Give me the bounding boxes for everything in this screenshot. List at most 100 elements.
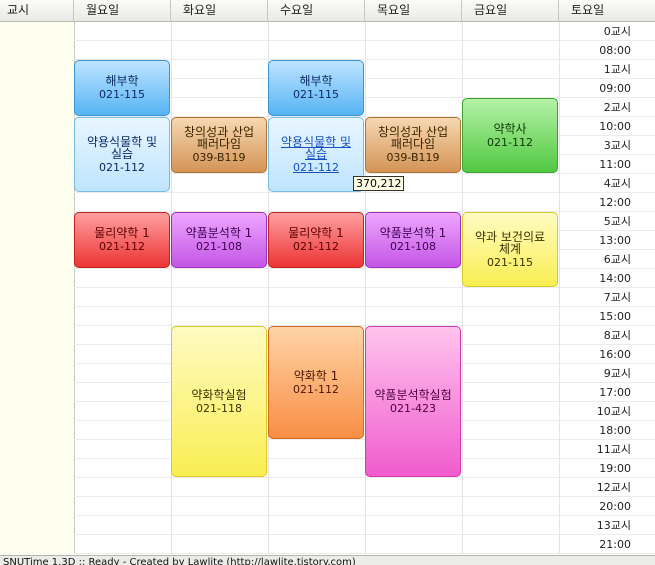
row-divider (74, 249, 655, 250)
course-block[interactable]: 약용식물학 및 실습 021-112 (74, 117, 170, 192)
course-title: 약학사 (493, 121, 527, 136)
day-header-monday[interactable]: 월요일 (74, 0, 171, 21)
period-row-label: 4교시 (603, 177, 631, 190)
row-divider (74, 420, 655, 421)
coordinate-tooltip: 370,212 (353, 176, 404, 191)
course-block[interactable]: 약품분석학 1 021-108 (365, 212, 461, 268)
day-header-thursday[interactable]: 목요일 (365, 0, 462, 21)
course-block[interactable]: 약화학 1 021-112 (268, 326, 364, 439)
row-divider (74, 325, 655, 326)
row-divider (74, 553, 655, 554)
course-title: 물리약학 1 (288, 226, 344, 240)
period-row-label: 6교시 (603, 253, 631, 266)
course-title: 약품분석학 1 (379, 226, 447, 240)
course-block[interactable]: 약과 보건의료 체계 021-115 (462, 212, 558, 287)
period-row-label: 15:00 (599, 310, 631, 323)
course-title: 창의성과 산업 패러다임 (183, 125, 255, 151)
course-title: 약화학 1 (293, 368, 339, 383)
period-row-label: 0교시 (603, 25, 631, 38)
course-room[interactable]: 021-112 (293, 160, 339, 174)
course-block[interactable]: 약품분석학 1 021-108 (171, 212, 267, 268)
day-header-saturday[interactable]: 토요일 (571, 3, 605, 17)
course-room: 021-108 (390, 240, 436, 253)
course-title: 창의성과 산업 패러다임 (377, 125, 449, 151)
row-divider (74, 477, 655, 478)
row-divider (74, 116, 655, 117)
day-header-friday[interactable]: 금요일 (462, 0, 559, 21)
period-row-label: 12교시 (596, 481, 631, 494)
course-block[interactable]: 창의성과 산업 패러다임 039-B119 (365, 117, 461, 173)
row-divider (74, 458, 655, 459)
row-divider (74, 154, 655, 155)
row-divider (74, 363, 655, 364)
period-row-label: 9교시 (603, 367, 631, 380)
course-title: 약용식물학 및 실습 (86, 134, 158, 161)
course-block[interactable]: 약품분석학실험 021-423 (365, 326, 461, 477)
day-header-tuesday[interactable]: 화요일 (171, 0, 268, 21)
course-room: 039-B119 (192, 151, 246, 164)
course-block[interactable]: 해부학 021-115 (74, 60, 170, 116)
row-divider (74, 439, 655, 440)
period-row-label: 20:00 (599, 500, 631, 513)
period-row-label: 8교시 (603, 329, 631, 342)
course-room: 021-112 (487, 135, 533, 149)
period-row-label: 16:00 (599, 348, 631, 361)
day-divider (462, 22, 463, 554)
period-row-label: 2교시 (603, 101, 631, 114)
period-row-label: 17:00 (599, 386, 631, 399)
row-divider (74, 515, 655, 516)
status-bar: SNUTime 1.3D :: Ready - Created by Lawli… (0, 555, 655, 565)
period-row-label: 09:00 (599, 82, 631, 95)
course-block[interactable]: 물리약학 1 021-112 (268, 212, 364, 268)
day-divider (559, 22, 560, 554)
row-divider (74, 59, 655, 60)
period-row-label: 13교시 (596, 519, 631, 532)
period-row-label: 18:00 (599, 424, 631, 437)
course-block[interactable]: 약학사 021-112 (462, 98, 558, 173)
course-room: 021-112 (99, 240, 145, 253)
course-title: 약과 보건의료 체계 (474, 229, 546, 256)
period-row-label: 12:00 (599, 196, 631, 209)
period-column-header: 교시 (0, 0, 74, 21)
period-row-label: 11:00 (599, 158, 631, 171)
course-title: 약품분석학 1 (185, 226, 253, 240)
course-block[interactable]: 약화학실험 021-118 (171, 326, 267, 477)
period-label-column (0, 22, 75, 554)
period-row-label: 7교시 (603, 291, 631, 304)
day-header-wednesday[interactable]: 수요일 (268, 0, 365, 21)
period-row-label: 19:00 (599, 462, 631, 475)
course-block[interactable]: 창의성과 산업 패러다임 039-B119 (171, 117, 267, 173)
row-divider (74, 40, 655, 41)
course-block[interactable]: 해부학 021-115 (268, 60, 364, 116)
timetable-grid[interactable]: 0교시 08:00 1교시 09:00 2교시 10:00 3교시 11:00 4교시 12:00… (0, 22, 655, 554)
row-divider (74, 230, 655, 231)
course-title: 약품분석학실험 (374, 387, 452, 402)
course-block[interactable]: 물리약학 1 021-112 (74, 212, 170, 268)
course-room: 021-112 (99, 160, 145, 174)
row-divider (74, 496, 655, 497)
course-room: 021-423 (390, 401, 436, 415)
course-title: 물리약학 1 (94, 226, 150, 240)
period-row-label: 10교시 (596, 405, 631, 418)
period-row-label: 14:00 (599, 272, 631, 285)
period-row-label: 10:00 (599, 120, 631, 133)
row-divider (74, 344, 655, 345)
row-divider (74, 97, 655, 98)
course-room: 021-108 (196, 240, 242, 253)
period-row-label: 08:00 (599, 44, 631, 57)
timetable-header: 교시 월요일 화요일 수요일 목요일 금요일 토요일 (0, 0, 655, 22)
course-block-hovered[interactable]: 약용식물학 및 실습 021-112 (268, 117, 364, 192)
row-divider (74, 192, 655, 193)
row-divider (74, 401, 655, 402)
row-divider (74, 78, 655, 79)
row-divider (74, 306, 655, 307)
period-row-label: 3교시 (603, 139, 631, 152)
day-divider (365, 22, 366, 554)
course-title[interactable]: 약용식물학 및 실습 (280, 134, 352, 161)
course-room: 021-112 (293, 240, 339, 253)
row-divider (74, 534, 655, 535)
course-title: 해부학 (299, 74, 333, 88)
period-row-label: 13:00 (599, 234, 631, 247)
course-room: 021-112 (293, 382, 339, 396)
